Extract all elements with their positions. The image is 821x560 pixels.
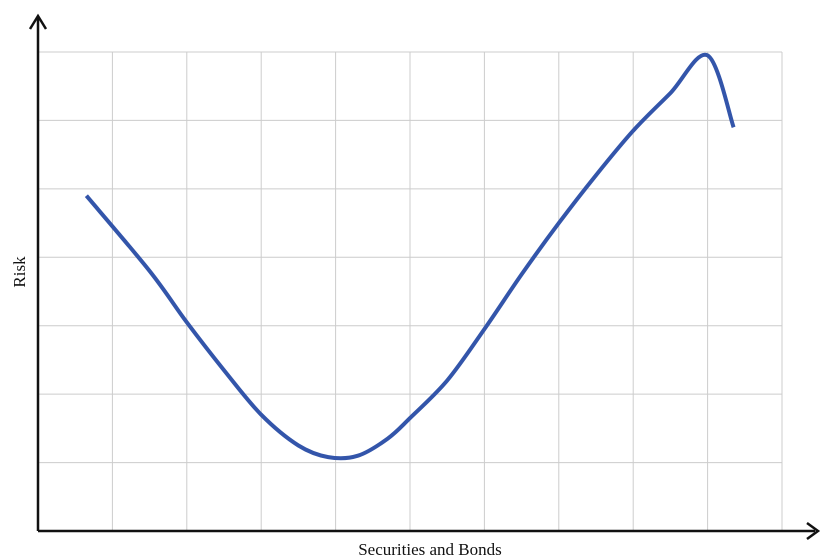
series — [84, 52, 736, 461]
y-axis-title: Risk — [10, 256, 29, 288]
axes — [28, 13, 821, 541]
y-axis-arrow-icon — [28, 13, 48, 30]
grid — [38, 51, 783, 531]
x-axis-title: Securities and Bonds — [358, 540, 502, 559]
x-axis-arrow-icon — [806, 521, 821, 541]
series-line-0 — [84, 52, 736, 461]
